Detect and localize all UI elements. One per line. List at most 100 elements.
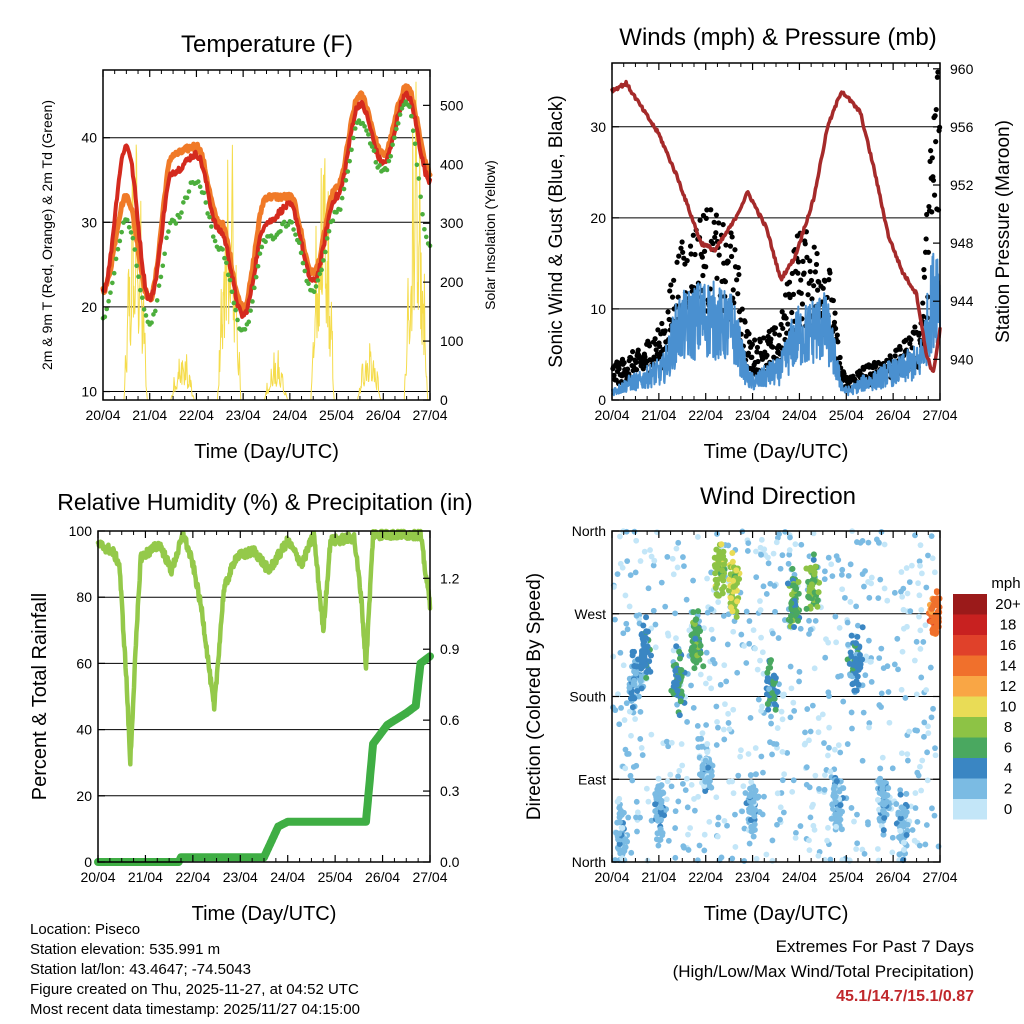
- direction-point: [623, 620, 630, 627]
- chart-title: Temperature (F): [181, 31, 353, 58]
- dewpoint-point: [347, 158, 352, 164]
- direction-point: [682, 787, 689, 794]
- gust-point: [703, 215, 709, 221]
- x-axis-label: Time (Day/UTC): [194, 441, 339, 463]
- direction-point: [695, 793, 701, 800]
- direction-point: [889, 765, 896, 772]
- direction-point: [690, 704, 697, 711]
- direction-point: [734, 669, 741, 676]
- direction-point: [729, 549, 736, 556]
- direction-point: [764, 678, 771, 685]
- direction-point: [852, 670, 859, 677]
- direction-point: [807, 626, 814, 633]
- direction-point: [774, 725, 781, 731]
- direction-point: [844, 619, 851, 626]
- direction-point: [803, 764, 810, 771]
- direction-point: [833, 823, 840, 830]
- gust-point: [811, 244, 817, 250]
- x-tick-label: 25/04: [319, 407, 354, 423]
- elevation-text: Station elevation: 535.991 m: [30, 941, 221, 958]
- direction-point: [831, 746, 838, 753]
- direction-point: [702, 680, 709, 687]
- gust-point: [739, 306, 745, 312]
- direction-point: [673, 643, 680, 650]
- direction-point: [795, 579, 802, 586]
- direction-point: [677, 698, 684, 705]
- direction-point: [874, 846, 881, 852]
- dewpoint-point: [104, 306, 110, 312]
- direction-point: [766, 686, 773, 693]
- dewpoint-point: [345, 169, 351, 174]
- direction-point: [694, 534, 701, 540]
- x-tick-label: 27/04: [922, 407, 957, 423]
- dewpoint-point: [248, 308, 253, 313]
- direction-point: [665, 743, 672, 750]
- direction-point: [691, 807, 698, 814]
- direction-point: [653, 836, 660, 843]
- gust-point: [621, 360, 627, 366]
- direction-point: [825, 824, 831, 831]
- dewpoint-point: [409, 113, 414, 119]
- direction-point: [806, 784, 813, 791]
- direction-point: [828, 815, 835, 822]
- gust-point: [830, 297, 836, 304]
- direction-point: [904, 751, 911, 758]
- direction-point: [626, 708, 633, 715]
- direction-point: [746, 640, 753, 647]
- legend-swatch: [953, 676, 987, 697]
- direction-point: [865, 539, 872, 546]
- y2-tick-label: 200: [440, 274, 464, 290]
- gust-point: [735, 291, 741, 297]
- direction-point: [720, 613, 727, 619]
- direction-point: [859, 624, 866, 631]
- direction-point: [932, 612, 939, 619]
- direction-point: [897, 827, 904, 834]
- extremes-subtitle: (High/Low/Max Wind/Total Precipitation): [672, 962, 974, 981]
- y2-tick-label: 960: [950, 61, 974, 77]
- direction-point: [917, 627, 924, 634]
- direction-point: [774, 821, 780, 828]
- direction-point: [806, 737, 812, 744]
- direction-point: [786, 547, 793, 553]
- direction-point: [721, 561, 728, 568]
- direction-point: [821, 740, 827, 746]
- dewpoint-point: [366, 132, 371, 137]
- direction-point: [639, 752, 646, 758]
- direction-point: [724, 822, 730, 829]
- direction-point: [673, 545, 680, 552]
- gust-point: [812, 269, 818, 275]
- direction-point: [772, 608, 778, 615]
- direction-point: [852, 640, 859, 647]
- gust-point: [676, 253, 682, 259]
- direction-point: [719, 590, 726, 597]
- x-tick-label: 23/04: [735, 407, 770, 423]
- gust-point: [701, 248, 708, 254]
- gust-point: [735, 264, 741, 271]
- dewpoint-point: [315, 278, 321, 283]
- direction-point: [785, 560, 792, 567]
- y-tick-label: 60: [76, 655, 92, 671]
- direction-point: [921, 733, 927, 740]
- direction-point: [672, 854, 679, 861]
- direction-point: [610, 653, 617, 660]
- direction-point: [861, 850, 868, 857]
- direction-point: [679, 762, 686, 769]
- direction-point: [614, 798, 621, 805]
- legend-label: 2: [1004, 781, 1012, 798]
- direction-point: [779, 777, 786, 784]
- dewpoint-point: [384, 167, 390, 173]
- gust-point: [716, 220, 722, 226]
- direction-point: [917, 562, 923, 569]
- direction-point: [652, 621, 659, 628]
- y2-axis-label: Solar Insolation (Yellow): [482, 160, 498, 310]
- dewpoint-point: [136, 274, 141, 279]
- dewpoint-point: [143, 313, 149, 318]
- gust-point: [831, 319, 838, 325]
- gust-point: [809, 296, 815, 302]
- dewpoint-point: [235, 317, 240, 323]
- direction-point: [675, 773, 681, 780]
- direction-point: [806, 617, 812, 624]
- dewpoint-point: [113, 256, 119, 262]
- direction-point: [674, 701, 680, 708]
